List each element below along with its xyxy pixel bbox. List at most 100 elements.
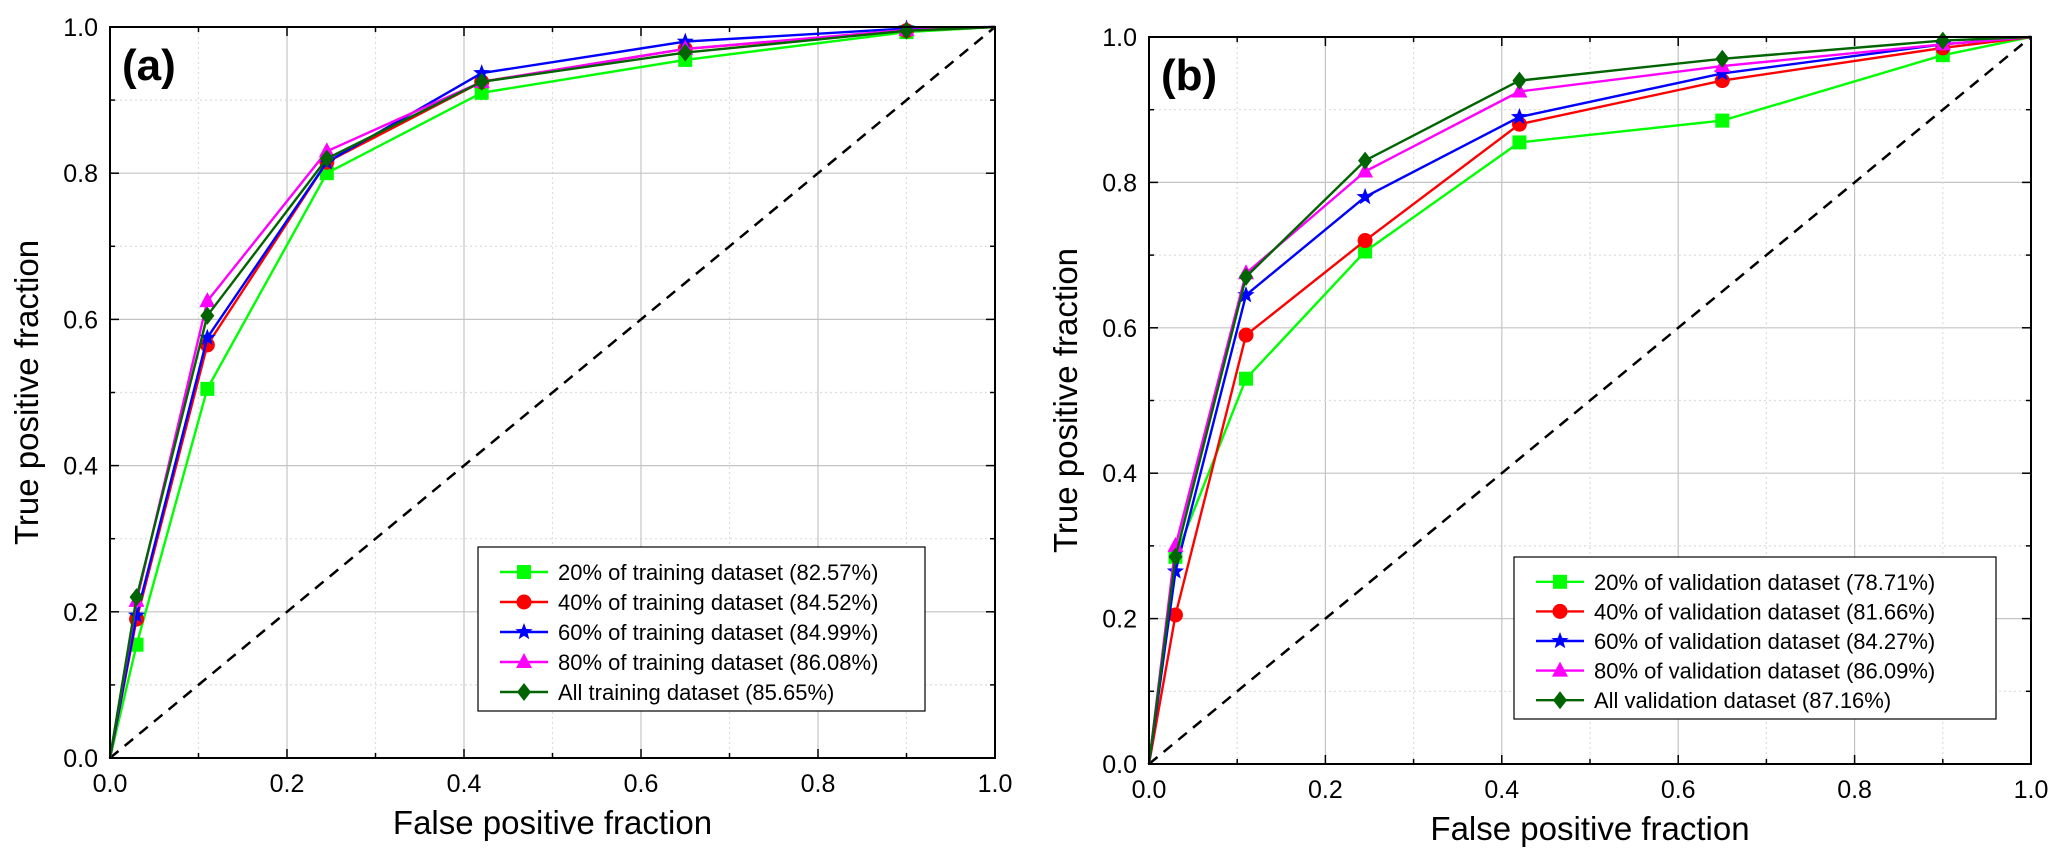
y-tick-label: 0.6 — [1102, 315, 1137, 343]
data-point — [129, 588, 144, 607]
y-tick-label: 1.0 — [63, 14, 98, 42]
data-point — [1167, 607, 1183, 623]
y-tick-label: 0.2 — [63, 599, 98, 627]
data-point — [1715, 49, 1730, 68]
x-tick-label: 0.2 — [1308, 776, 1343, 804]
legend-label: All training dataset (85.65%) — [558, 680, 834, 705]
legend-item: 20% of validation dataset (78.71%) — [1536, 570, 1935, 595]
axes-frame — [1148, 36, 2032, 765]
data-point — [1166, 562, 1184, 579]
y-tick-label: 0.6 — [63, 306, 98, 334]
x-tick-label: 1.0 — [2014, 776, 2049, 804]
data-point — [1512, 135, 1527, 150]
y-tick-label: 1.0 — [1102, 24, 1137, 52]
data-point — [1358, 244, 1373, 259]
y-tick-label: 0.4 — [63, 453, 98, 481]
legend-label: 20% of training dataset (82.57%) — [558, 560, 878, 585]
legend-marker — [517, 683, 531, 701]
data-point — [1237, 286, 1255, 303]
series-line — [1147, 35, 2032, 765]
legend-marker — [1553, 691, 1567, 710]
y-axis-title: True positive fraction — [8, 240, 45, 545]
legend-label: 40% of training dataset (84.52%) — [558, 590, 878, 615]
x-tick-label: 0.6 — [624, 770, 659, 798]
x-tick-label: 0.8 — [801, 770, 836, 798]
series-line — [108, 25, 996, 759]
x-tick-label: 1.0 — [978, 770, 1013, 798]
data-point — [474, 85, 489, 100]
data-point — [1356, 187, 1374, 205]
series-line — [108, 25, 996, 759]
data-point — [474, 72, 489, 91]
legend-item: 40% of training dataset (84.52%) — [500, 590, 878, 615]
x-tick-label: 0.0 — [1132, 776, 1167, 804]
legend-item: 40% of validation dataset (81.66%) — [1536, 599, 1935, 624]
data-point — [1358, 151, 1373, 170]
series — [1147, 31, 2032, 765]
legend-marker — [515, 623, 533, 640]
data-point — [128, 606, 146, 623]
x-tick-label: 0.6 — [1661, 776, 1696, 804]
legend-item: 60% of validation dataset (84.27%) — [1536, 629, 1935, 654]
series-line — [1147, 35, 2032, 765]
data-point — [1511, 82, 1528, 98]
data-point — [1239, 267, 1254, 286]
data-point — [199, 292, 216, 308]
legend-item: All training dataset (85.65%) — [500, 680, 834, 705]
data-point — [1239, 371, 1254, 386]
data-point — [1510, 108, 1528, 125]
data-point — [200, 381, 215, 396]
data-point — [1935, 31, 1950, 50]
data-point — [678, 43, 693, 62]
axes-frame — [109, 26, 996, 759]
legend-marker — [516, 594, 532, 610]
legend-item: All validation dataset (87.16%) — [1536, 688, 1891, 713]
data-point — [1357, 162, 1374, 178]
legend-label: 80% of validation dataset (86.09%) — [1594, 659, 1935, 684]
data-point — [473, 64, 491, 81]
legend-marker — [1552, 603, 1568, 619]
data-point — [198, 328, 216, 345]
data-point — [319, 149, 334, 168]
legend-label: 60% of training dataset (84.99%) — [558, 620, 878, 645]
series-line — [1147, 35, 2032, 765]
data-point — [1238, 327, 1254, 343]
x-tick-label: 0.0 — [93, 770, 128, 798]
panel-label: (a) — [122, 41, 176, 90]
legend-box — [477, 546, 926, 712]
legend-item: 80% of validation dataset (86.09%) — [1536, 659, 1935, 684]
panel-a: 0.0 0.2 0.4 0.6 0.8 1.0 0.0 0.2 0.4 0.6 0.8 1.0 Fals… — [8, 14, 1012, 841]
data-point — [1713, 64, 1731, 81]
y-tick-label: 0.4 — [1102, 460, 1137, 488]
legend: 20% of validation dataset (78.71%) 40% of… — [1513, 556, 1997, 720]
x-tick-label: 0.2 — [270, 770, 305, 798]
legend-label: 60% of validation dataset (84.27%) — [1594, 629, 1935, 654]
legend-item: 20% of training dataset (82.57%) — [500, 560, 878, 585]
x-axis-title: False positive fraction — [393, 804, 712, 841]
data-point — [1512, 71, 1527, 90]
legend-item: 80% of training dataset (86.08%) — [500, 650, 878, 675]
legend-marker — [516, 653, 532, 668]
reference-diagonal-line — [1148, 36, 2032, 765]
series-line — [1147, 35, 2032, 765]
data-point — [200, 306, 215, 325]
legend-label: All validation dataset (87.16%) — [1594, 688, 1891, 713]
legend-marker — [1551, 632, 1569, 649]
y-tick-label: 0.0 — [63, 745, 98, 773]
legend-label: 40% of validation dataset (81.66%) — [1594, 599, 1935, 624]
panel-label: (b) — [1161, 51, 1217, 100]
series — [108, 21, 996, 759]
y-tick-label: 0.0 — [1102, 751, 1137, 779]
legend-marker — [1553, 574, 1567, 589]
legend: 20% of training dataset (82.57%) 40% of t… — [477, 546, 926, 712]
y-tick-label: 0.8 — [1102, 169, 1137, 197]
data-point — [1167, 536, 1184, 552]
reference-diagonal-line — [109, 26, 996, 759]
y-tick-label: 0.8 — [63, 160, 98, 188]
x-tick-label: 0.4 — [447, 770, 482, 798]
legend-box — [1513, 556, 1997, 720]
data-point — [1715, 113, 1730, 128]
legend-marker — [517, 565, 531, 579]
x-axis-title: False positive fraction — [1430, 810, 1749, 847]
